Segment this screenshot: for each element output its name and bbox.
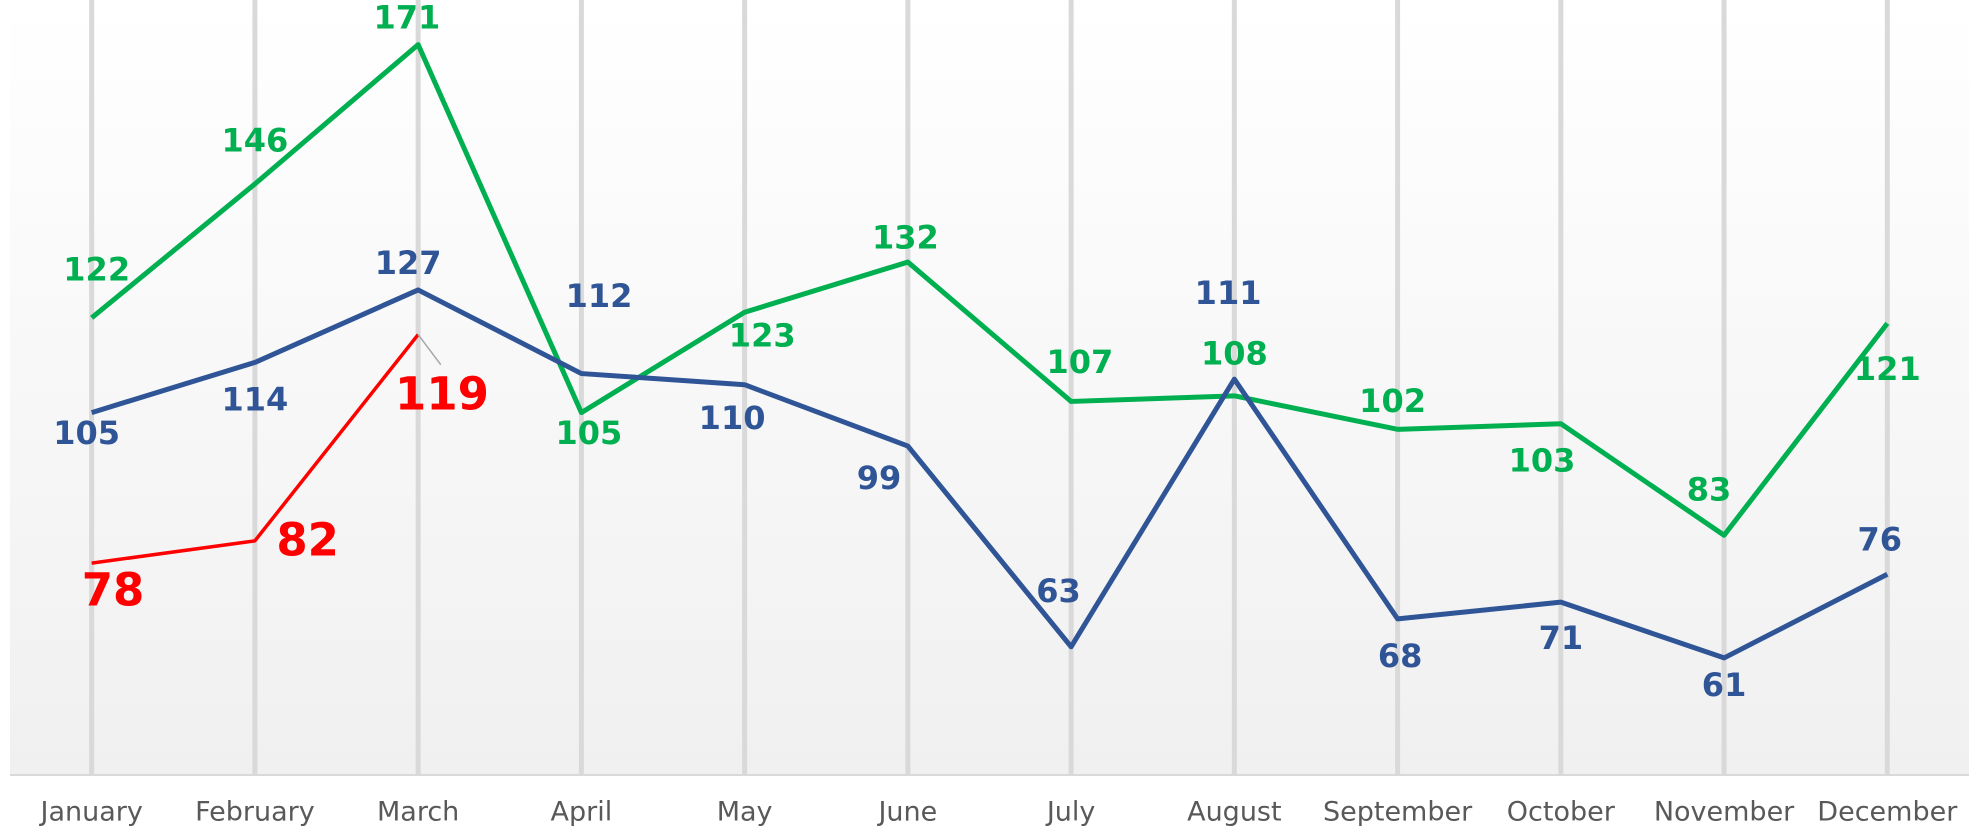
data-label: 105 (53, 414, 120, 452)
data-label: 83 (1687, 470, 1732, 508)
leader-line (417, 334, 442, 366)
data-label: 121 (1854, 350, 1921, 388)
x-tick-label: April (551, 797, 613, 828)
data-label: 63 (1036, 572, 1081, 610)
data-label: 112 (566, 277, 633, 315)
data-label: 114 (222, 380, 289, 418)
data-label: 122 (63, 250, 130, 288)
x-tick-label: August (1187, 797, 1282, 828)
data-label: 82 (276, 513, 339, 566)
data-label: 171 (373, 0, 440, 36)
x-tick-label: January (38, 797, 142, 828)
data-label: 132 (872, 218, 939, 256)
series-line (91, 333, 420, 565)
grid (89, 0, 1890, 775)
data-label: 102 (1359, 382, 1426, 420)
lines (90, 42, 1890, 661)
data-label: 146 (222, 122, 289, 160)
data-label: 103 (1509, 442, 1576, 480)
labels: 122 146 171 105 123 132 107 108 102 103 83 121 105 11… (53, 0, 1920, 704)
x-tick-label: May (717, 797, 773, 828)
x-tick-label: July (1045, 797, 1096, 828)
x-tick-label: June (876, 797, 937, 828)
data-label: 78 (82, 563, 145, 616)
series-line (90, 42, 1890, 538)
x-tick-label: October (1507, 797, 1616, 828)
data-label: 68 (1378, 637, 1423, 675)
data-label: 127 (375, 244, 442, 282)
data-label: 61 (1702, 666, 1747, 704)
data-label: 111 (1195, 274, 1262, 312)
data-label: 110 (699, 399, 766, 437)
x-tick-label: December (1817, 797, 1958, 828)
data-label: 105 (556, 414, 623, 452)
x-tick-label: February (195, 797, 315, 828)
series-line (90, 287, 1889, 661)
x-tick-label: March (377, 797, 459, 828)
x-tick-label: September (1323, 797, 1473, 828)
data-label: 99 (857, 459, 902, 497)
x-tick-label: November (1654, 797, 1795, 828)
data-label: 107 (1047, 343, 1114, 381)
data-label: 71 (1539, 619, 1584, 657)
data-label: 76 (1858, 521, 1903, 559)
plot-background (10, 0, 1969, 775)
data-label: 123 (729, 316, 796, 354)
data-label: 119 (395, 367, 489, 420)
data-label: 108 (1201, 335, 1268, 373)
